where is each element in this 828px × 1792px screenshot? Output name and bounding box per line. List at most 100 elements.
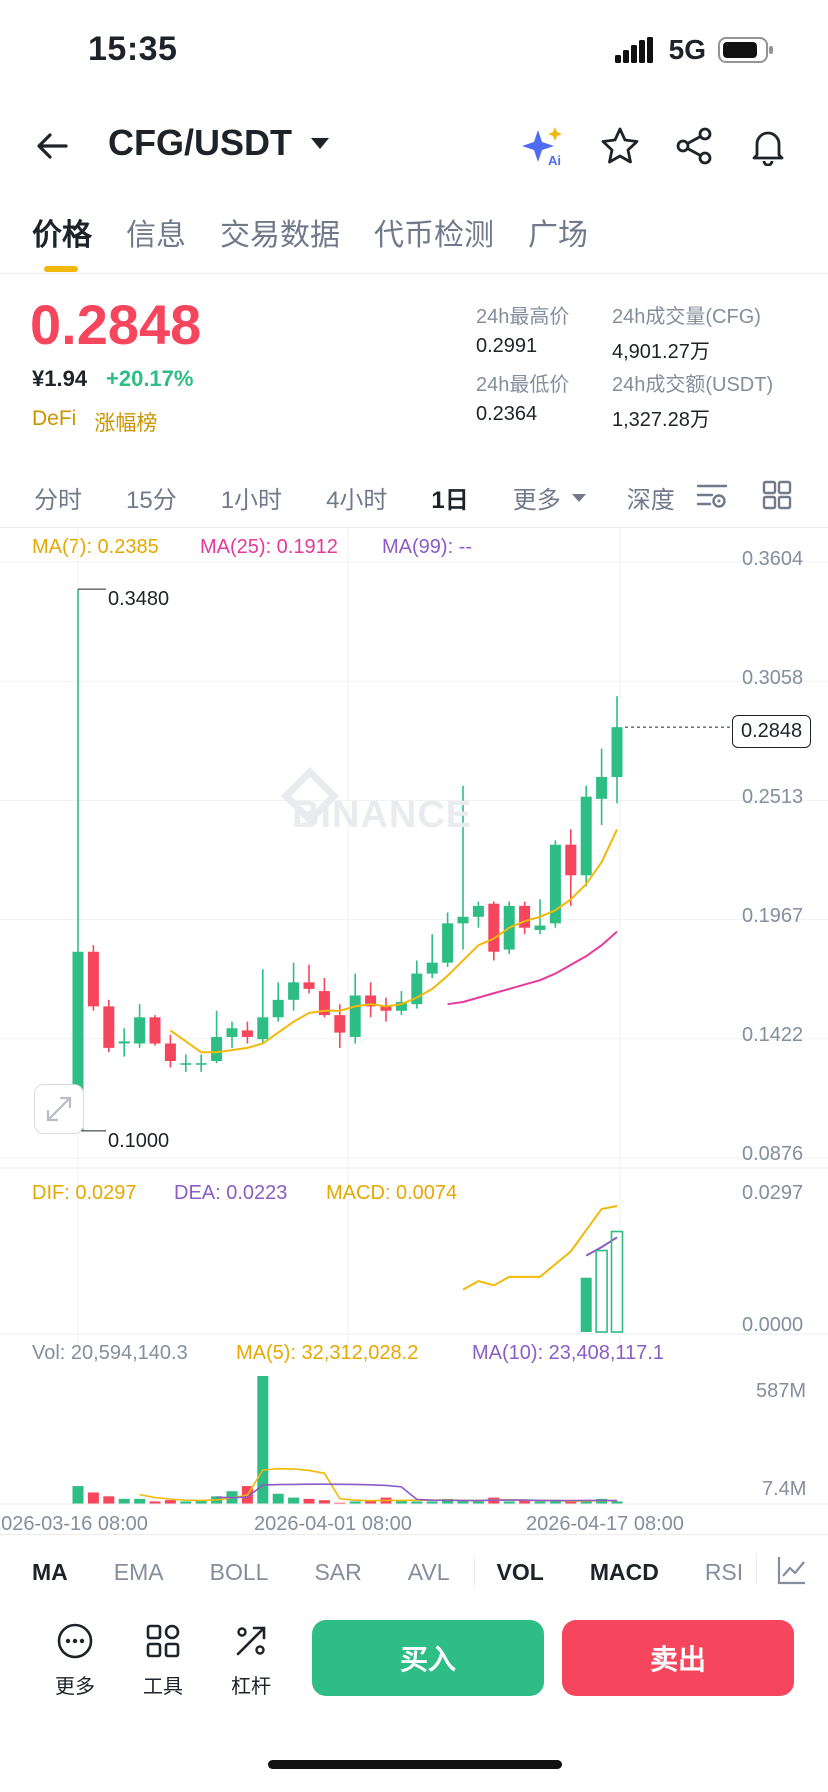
tab-token-check[interactable]: 代币检测 [374,219,494,252]
vol-axis-label: 587M [756,1380,807,1402]
macd-panel [462,1205,624,1333]
indicator-vol[interactable]: VOL [496,1558,544,1585]
more-tool-label: 更多 [55,1676,95,1698]
high-marker-label: 0.3480 [108,588,170,610]
candle-body [488,903,500,952]
volume-bar [164,1500,176,1504]
indicator-sar[interactable]: SAR [314,1558,362,1585]
volume-bar [472,1501,484,1504]
candle-body [103,1006,115,1048]
tools-tool[interactable]: 工具 [138,1622,188,1699]
candle-body [195,1063,207,1065]
interval-depth[interactable]: 深度 [626,487,675,514]
stat-volume-value: 4,901.27万 [612,341,710,363]
indicator-macd[interactable]: MACD [589,1558,659,1585]
stat-amount-label: 24h成交额(USDT) [612,374,774,396]
buy-button[interactable]: 买入 [312,1620,544,1696]
candle-body [596,776,608,799]
interval-1h[interactable]: 1小时 [220,487,283,514]
divider [0,273,828,274]
apps-icon [146,1624,180,1658]
candle-body [457,916,469,924]
leverage-icon [236,1626,266,1656]
dea-legend: DEA: 0.0223 [174,1182,288,1204]
watermark-text: BINANCE [292,794,473,836]
candle-body [334,1015,346,1033]
stat-low-value: 0.2364 [476,403,538,425]
price-axis-label: 0.2513 [742,786,804,808]
volume-bar [195,1500,207,1504]
ma-lines [169,828,618,1054]
macd-histogram-bar [610,1230,624,1333]
volume-bar [580,1500,592,1504]
candle-body [180,1063,192,1065]
indicator-chart-icon[interactable] [776,1554,808,1586]
macd-histogram-bar [595,1249,608,1333]
candle-body [318,991,330,1016]
interval-timeline[interactable]: 分时 [34,487,82,514]
pair-selector[interactable]: CFG/USDT [108,122,330,164]
indicator-ema[interactable]: EMA [113,1558,164,1585]
tab-price[interactable]: 价格 [32,219,92,252]
dea-line [585,1236,618,1257]
candle-body [118,1041,130,1044]
tag-gainers[interactable]: 涨幅榜 [94,412,158,435]
chart-settings-icon[interactable] [696,482,728,510]
interval-1d[interactable]: 1日 [431,487,469,514]
indicator-avl[interactable]: AVL [407,1558,450,1585]
stat-low-label: 24h最低价 [476,374,570,396]
indicator-ma[interactable]: MA [32,1558,68,1585]
last-price: 0.2848 [30,293,202,356]
caret-down-icon [311,138,329,149]
tag-defi[interactable]: DeFi [32,407,77,430]
candle-body [164,1043,176,1061]
volume-bar [503,1501,515,1504]
interval-more[interactable]: 更多 [513,480,587,515]
indicator-rsi[interactable]: RSI [704,1558,744,1585]
interval-4h[interactable]: 4小时 [326,487,388,514]
kline-chart[interactable] [0,528,828,1534]
home-indicator [268,1760,562,1769]
volume-bar [272,1493,284,1504]
volume-bar [519,1500,531,1504]
indicator-bar: MA EMA BOLL SAR AVL VOL MACD RSI [32,1557,767,1587]
candle-body [611,727,623,777]
candle-body [411,973,423,1005]
volume-bar [288,1497,300,1504]
volume-bar [149,1501,161,1504]
back-arrow-icon[interactable] [34,128,70,164]
candle-body [134,1017,146,1044]
grid-layout-icon[interactable] [762,480,792,510]
interval-bar: 分时 15分 1小时 4小时 1日 更多 深度 [34,480,719,515]
tab-info[interactable]: 信息 [126,219,186,252]
vol-axis-label: 7.4M [762,1478,807,1500]
ma25-line [447,930,618,1006]
leverage-tool[interactable]: 杠杆 [226,1622,276,1699]
volume-panel [0,1376,828,1505]
tab-square[interactable]: 广场 [528,219,588,252]
tab-trading-data[interactable]: 交易数据 [220,219,340,252]
ai-sparkle-icon[interactable]: Ai [522,124,566,168]
divider [756,1554,757,1584]
dif-legend: DIF: 0.0297 [32,1182,137,1204]
stat-high: 24h最高价 0.2991 [476,300,569,358]
caret-down-icon [571,493,586,502]
volume-bar [457,1500,469,1504]
binance-watermark [281,767,339,825]
volume-bar [426,1501,438,1504]
candle-body [365,995,377,1007]
stat-high-value: 0.2991 [476,335,538,357]
fullscreen-button[interactable] [34,1084,84,1134]
star-icon[interactable] [600,126,640,166]
svg-text:Ai: Ai [548,153,561,168]
volume-bar [565,1501,577,1504]
volume-bar [365,1500,377,1504]
more-tool[interactable]: 更多 [50,1622,100,1699]
sell-button[interactable]: 卖出 [562,1620,794,1696]
candle-body [442,923,454,963]
indicator-boll[interactable]: BOLL [209,1558,269,1585]
candle-body [580,796,592,876]
bell-icon[interactable] [748,126,788,166]
share-icon[interactable] [674,126,714,166]
interval-15m[interactable]: 15分 [126,487,177,514]
